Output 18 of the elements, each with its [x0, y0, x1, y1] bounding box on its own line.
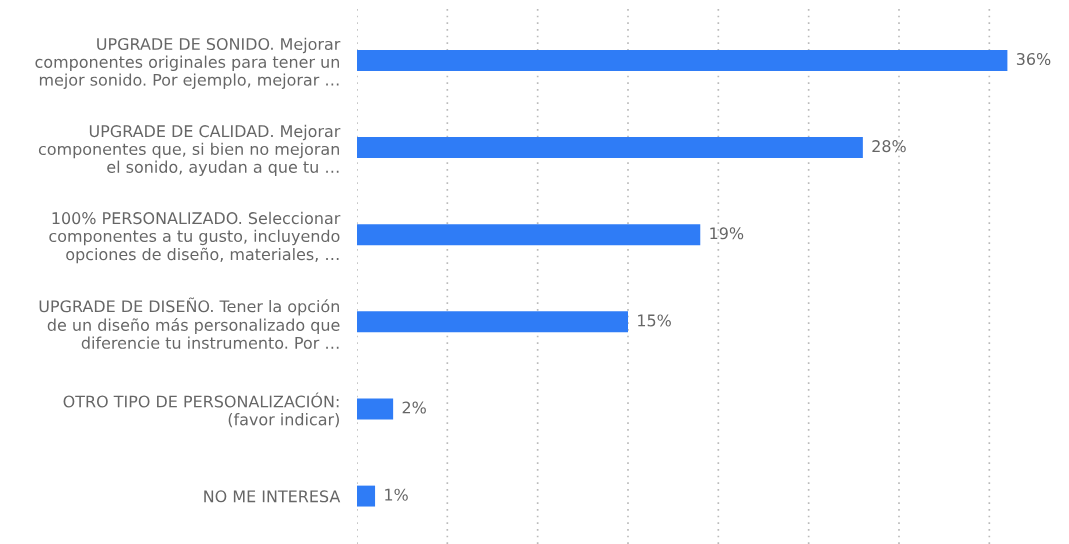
bar [357, 485, 376, 507]
data-label: 19% [710, 227, 744, 240]
bar [357, 311, 628, 333]
data-label: 28% [872, 140, 906, 153]
y-tick-label: NO ME INTERESA [204, 490, 341, 503]
y-tick-label: UPGRADE DE DISEÑO. Tener la opción de un diseño más personalizado que diferencie tu instrumento. Por … [39, 297, 340, 349]
y-tick-label: 100% PERSONALIZADO. Seleccionar componentes a tu gusto, incluyendo opciones de diseño, materiales, … [49, 211, 341, 264]
y-tick-label: UPGRADE DE SONIDO. Mejorar componentes originales para tener un mejor sonido. Por ejemplo, mejorar … [35, 37, 341, 89]
bar [357, 398, 394, 420]
data-label: 1% [385, 488, 408, 501]
y-tick-label: UPGRADE DE CALIDAD. Mejorar componentes que, si bien no mejoran el sonido, ayudan a que tu … [38, 124, 341, 177]
bar [357, 49, 1008, 71]
bar [357, 224, 701, 246]
bar [357, 137, 863, 159]
y-tick-label: OTRO TIPO DE PERSONALIZACIÓN: (favor indicar) [63, 392, 339, 428]
data-label: 36% [1016, 52, 1051, 66]
data-label: 15% [638, 314, 671, 327]
data-label: 2% [402, 401, 426, 414]
